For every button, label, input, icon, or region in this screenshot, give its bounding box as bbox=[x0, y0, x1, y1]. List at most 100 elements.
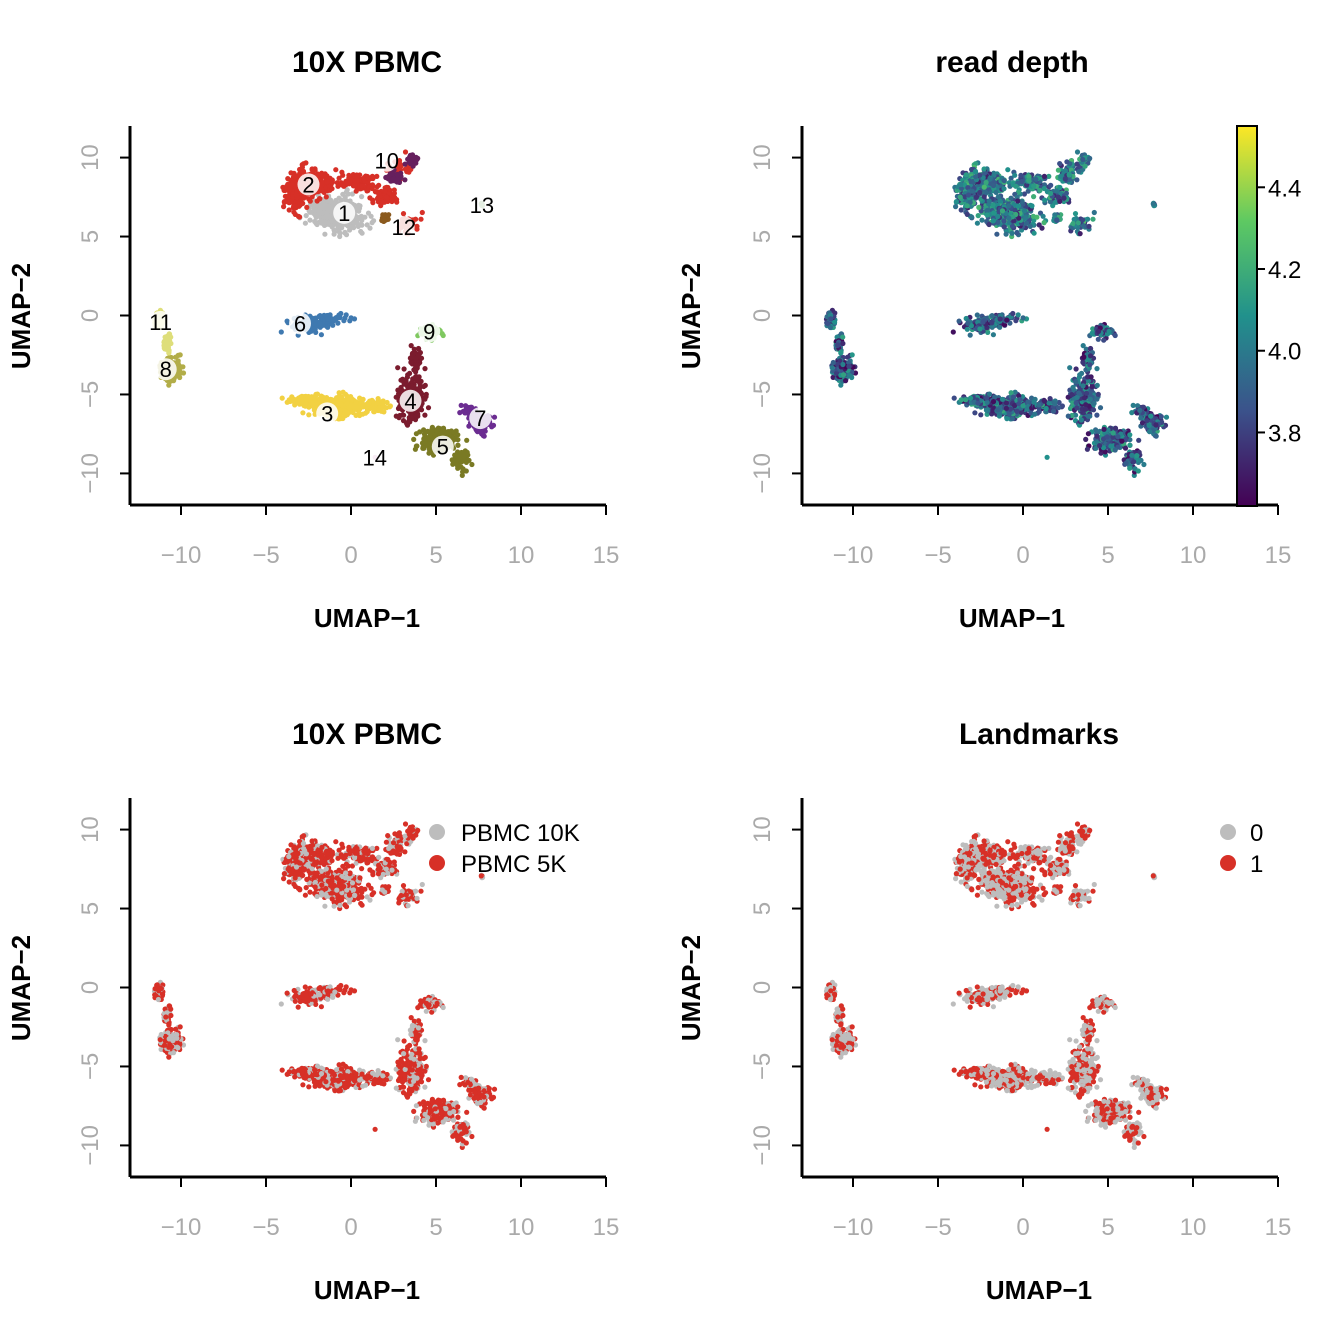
data-point bbox=[375, 396, 381, 402]
data-point bbox=[1005, 167, 1011, 173]
data-point bbox=[827, 324, 834, 331]
data-point bbox=[455, 465, 461, 471]
data-point bbox=[383, 405, 390, 411]
data-point bbox=[341, 183, 347, 189]
data-point bbox=[1080, 343, 1086, 349]
data-point bbox=[423, 391, 429, 397]
data-point bbox=[319, 210, 325, 216]
data-point bbox=[401, 366, 407, 372]
data-point bbox=[346, 172, 352, 178]
data-point bbox=[1055, 405, 1062, 411]
data-point bbox=[990, 332, 997, 338]
data-point bbox=[457, 452, 463, 458]
data-point bbox=[972, 169, 979, 175]
data-point bbox=[1080, 217, 1086, 223]
data-point bbox=[990, 399, 997, 405]
data-point bbox=[309, 166, 315, 172]
data-point bbox=[958, 207, 964, 213]
data-point bbox=[1012, 172, 1018, 178]
data-point bbox=[415, 155, 421, 161]
data-point bbox=[376, 190, 382, 196]
data-point bbox=[333, 167, 339, 173]
data-point bbox=[977, 189, 983, 196]
data-point bbox=[336, 175, 342, 181]
data-point bbox=[983, 407, 990, 413]
data-point bbox=[1042, 197, 1048, 203]
data-point bbox=[1014, 230, 1020, 236]
data-point bbox=[1055, 167, 1061, 173]
data-point bbox=[398, 384, 404, 391]
data-point bbox=[338, 310, 344, 317]
data-point bbox=[401, 379, 407, 385]
y-axis-label: UMAP−2 bbox=[6, 263, 36, 369]
data-point bbox=[380, 199, 386, 205]
data-point bbox=[340, 172, 346, 178]
data-point bbox=[843, 378, 849, 384]
data-point bbox=[329, 186, 335, 192]
points-layer bbox=[823, 149, 1170, 478]
data-point bbox=[841, 372, 847, 378]
data-point bbox=[422, 433, 428, 439]
data-point bbox=[409, 354, 415, 360]
data-point bbox=[964, 326, 970, 332]
data-point bbox=[300, 169, 306, 175]
data-point bbox=[997, 324, 1003, 330]
data-point bbox=[318, 202, 324, 208]
data-point bbox=[950, 329, 956, 335]
data-point bbox=[1070, 384, 1076, 391]
data-point bbox=[1024, 220, 1030, 226]
x-tick-label: −10 bbox=[161, 542, 202, 569]
data-point bbox=[951, 395, 957, 401]
data-point bbox=[337, 416, 343, 422]
data-point bbox=[1009, 230, 1015, 236]
data-point bbox=[295, 199, 301, 205]
data-point bbox=[964, 203, 970, 209]
cluster-label: 12 bbox=[391, 215, 415, 240]
y-tick-label: −5 bbox=[77, 381, 104, 408]
data-point bbox=[1031, 183, 1037, 189]
data-point bbox=[1077, 231, 1083, 237]
data-point bbox=[995, 407, 1001, 413]
data-point bbox=[304, 204, 310, 210]
data-point bbox=[389, 195, 395, 201]
data-point bbox=[1055, 194, 1061, 200]
cluster-label: 9 bbox=[423, 319, 435, 344]
data-point bbox=[1075, 220, 1081, 226]
data-point bbox=[378, 408, 385, 414]
data-point bbox=[455, 432, 461, 438]
data-point bbox=[1010, 310, 1016, 317]
data-point bbox=[1003, 231, 1009, 237]
data-point bbox=[491, 414, 498, 420]
data-point bbox=[285, 194, 291, 200]
data-point bbox=[1066, 171, 1072, 177]
data-point bbox=[402, 149, 409, 155]
data-point bbox=[359, 230, 365, 236]
data-point bbox=[309, 194, 315, 200]
data-point bbox=[965, 320, 971, 326]
data-point bbox=[415, 353, 422, 359]
data-point bbox=[281, 204, 287, 210]
data-point bbox=[1094, 396, 1100, 402]
data-point bbox=[292, 211, 298, 217]
data-point bbox=[362, 214, 368, 220]
data-point bbox=[395, 365, 401, 371]
data-point bbox=[1052, 401, 1058, 407]
data-point bbox=[840, 334, 846, 340]
data-point bbox=[1087, 155, 1093, 161]
data-point bbox=[338, 394, 345, 400]
data-point bbox=[1013, 183, 1019, 189]
data-point bbox=[1095, 391, 1101, 397]
cluster-label: 4 bbox=[404, 389, 416, 414]
data-point bbox=[312, 212, 318, 218]
data-point bbox=[973, 194, 980, 200]
data-point bbox=[1067, 365, 1073, 371]
data-point bbox=[318, 218, 324, 224]
x-tick-label: 15 bbox=[593, 542, 620, 569]
data-point bbox=[1074, 405, 1080, 411]
data-point bbox=[1031, 230, 1037, 236]
data-point bbox=[1106, 328, 1112, 334]
data-point bbox=[963, 172, 969, 178]
data-point bbox=[281, 199, 287, 205]
data-point bbox=[984, 212, 990, 218]
